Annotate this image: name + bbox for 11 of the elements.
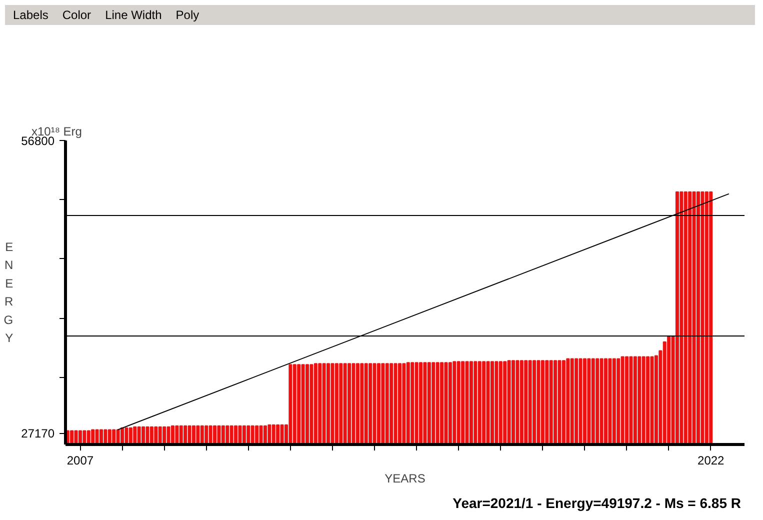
text: Labels [13, 8, 48, 22]
text: Poly [176, 8, 200, 22]
y-tick-label: 27170 [21, 426, 55, 441]
x-axis-title: YEARS [384, 472, 426, 486]
y-tick-label: 56800 [21, 134, 55, 148]
text: Year=2021/1 - Energy=49197.2 - Ms = 6.85 R [452, 494, 741, 513]
text: Color [62, 8, 92, 22]
y-axis-title: ENERGY [4, 240, 14, 345]
x-tick-label: 2022 [698, 454, 725, 468]
x-tick-label: 2007 [66, 454, 94, 468]
text: Line Width [105, 8, 162, 22]
